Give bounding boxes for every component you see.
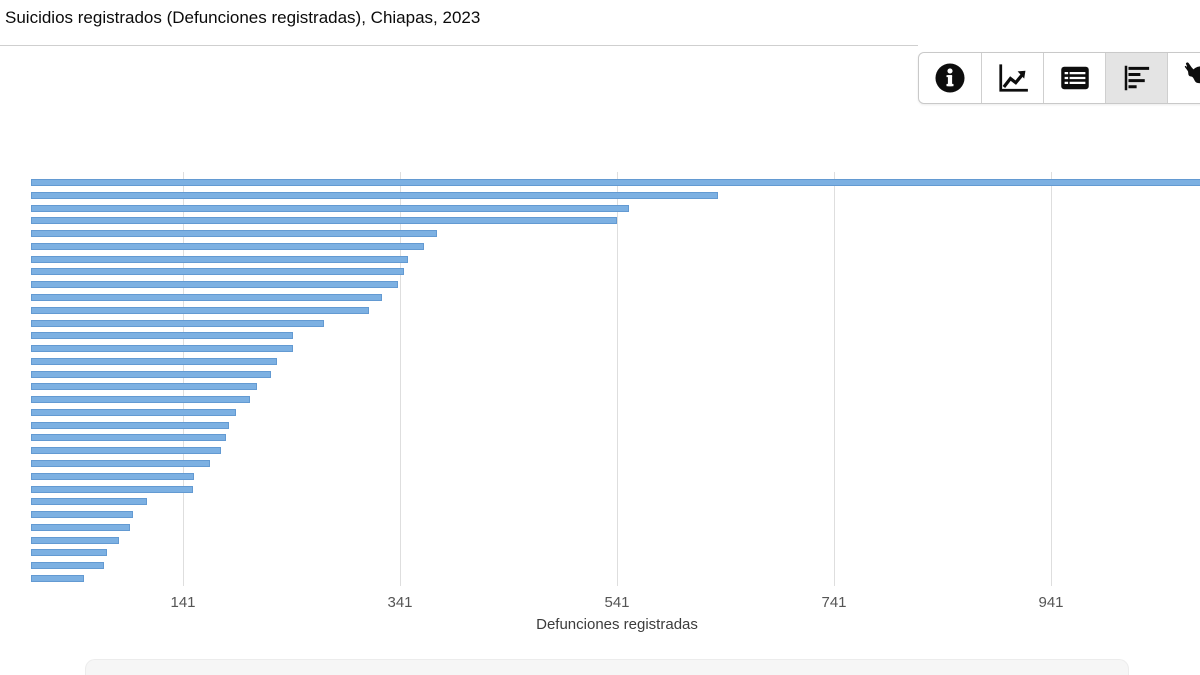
bar[interactable]: [31, 217, 617, 225]
gridline: [617, 172, 618, 586]
table-icon: [1059, 62, 1091, 94]
header-divider: [0, 45, 918, 46]
bar[interactable]: [31, 204, 629, 212]
bar[interactable]: [31, 447, 221, 455]
x-tick-label: 141: [170, 594, 196, 611]
bar[interactable]: [31, 319, 324, 327]
bar[interactable]: [31, 498, 148, 506]
bar[interactable]: [31, 268, 405, 276]
bar[interactable]: [31, 357, 278, 365]
x-axis-label: Defunciones registradas: [536, 616, 698, 633]
toolbar-button-table[interactable]: [1043, 53, 1105, 103]
bar-chart-icon: [1121, 62, 1153, 94]
bar[interactable]: [31, 472, 194, 480]
gridline: [1051, 172, 1052, 586]
bar[interactable]: [31, 255, 408, 263]
bar[interactable]: [31, 293, 382, 301]
bar[interactable]: [31, 306, 369, 314]
next-panel-top-edge: [85, 659, 1129, 675]
x-tick-label: 541: [604, 594, 630, 611]
bar[interactable]: [31, 370, 271, 378]
bar[interactable]: [31, 332, 293, 340]
bar[interactable]: [31, 523, 130, 531]
gridline: [183, 172, 184, 586]
page-title: Suicidios registrados (Defunciones regis…: [5, 8, 481, 27]
bar[interactable]: [31, 511, 134, 518]
bar[interactable]: [31, 459, 211, 467]
bar[interactable]: [31, 434, 227, 442]
x-tick-label: 341: [387, 594, 413, 611]
x-tick-label: 741: [821, 594, 847, 611]
info-icon: [935, 63, 965, 93]
chart-toolbar: [918, 52, 1200, 104]
bar[interactable]: [31, 230, 437, 238]
bar[interactable]: [31, 191, 718, 199]
bar[interactable]: [31, 408, 237, 416]
gridline: [834, 172, 835, 586]
bar[interactable]: [31, 562, 104, 570]
toolbar-button-line-chart[interactable]: [981, 53, 1043, 103]
bar[interactable]: [31, 574, 85, 582]
toolbar-button-info[interactable]: [919, 53, 981, 103]
bar[interactable]: [31, 179, 1200, 186]
bar[interactable]: [31, 485, 193, 493]
bar[interactable]: [31, 345, 293, 352]
bar[interactable]: [31, 281, 398, 289]
bar[interactable]: [31, 396, 251, 404]
toolbar-button-map[interactable]: [1167, 53, 1200, 103]
bar[interactable]: [31, 242, 424, 250]
toolbar-button-bar-chart[interactable]: [1105, 53, 1167, 103]
x-tick-label: 941: [1038, 594, 1064, 611]
bar[interactable]: [31, 421, 229, 429]
bar[interactable]: [31, 536, 119, 544]
bar[interactable]: [31, 383, 257, 391]
line-chart-icon: [997, 62, 1029, 94]
bar[interactable]: [31, 549, 107, 557]
mexico-map-icon: [1182, 61, 1200, 95]
gridline: [400, 172, 401, 586]
